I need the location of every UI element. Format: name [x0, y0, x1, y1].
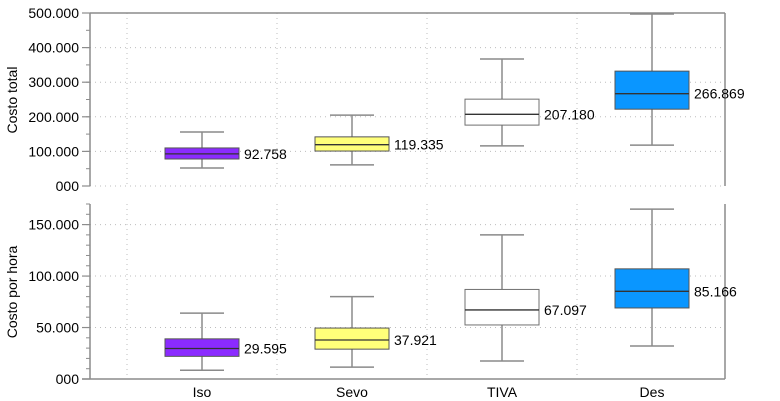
- median-label: 207.180: [544, 106, 595, 122]
- x-axis-labels: Iso Sevo TIVA Des: [193, 384, 665, 400]
- box-tiva: 67.097: [464, 234, 587, 362]
- box-sevo: 119.335: [314, 114, 444, 166]
- box-des: 85.166: [614, 208, 737, 347]
- y-tick-label: 200.000: [28, 109, 79, 125]
- box-iqr: [164, 338, 240, 357]
- box-des: 266.869: [614, 13, 745, 146]
- box-iqr: [314, 136, 390, 152]
- y-axis-title: Costo total: [4, 67, 20, 134]
- y-tick-label: 100.000: [28, 143, 79, 159]
- y-tick-label: 000: [56, 371, 80, 387]
- median-label: 29.595: [244, 341, 287, 357]
- y-tick-label: 300.000: [28, 74, 79, 90]
- median-label: 67.097: [544, 302, 587, 318]
- median-label: 85.166: [694, 283, 737, 299]
- median-label: 92.758: [244, 146, 287, 162]
- median-label: 119.335: [394, 137, 444, 153]
- y-tick-label: 150.000: [28, 217, 79, 233]
- median-label: 37.921: [394, 332, 437, 348]
- panel-costo-total: 000 100.000 200.000 300.000 400.000 500.000 Co…: [4, 5, 745, 194]
- box-iqr: [464, 98, 540, 126]
- y-tick-label: 100.000: [28, 268, 79, 284]
- x-category-label: Iso: [193, 384, 212, 400]
- y-tick-label: 000: [56, 178, 80, 194]
- panel-costo-por-hora: 000 50.000 100.000 150.000 Costo por hora 29.…: [4, 203, 737, 387]
- x-category-label: Sevo: [336, 384, 368, 400]
- box-iqr: [614, 268, 690, 309]
- box-sevo: 37.921: [314, 295, 437, 368]
- box-iqr: [614, 70, 690, 110]
- box-tiva: 207.180: [464, 58, 595, 147]
- median-label: 266.869: [694, 86, 745, 102]
- y-tick-label: 400.000: [28, 40, 79, 56]
- box-iqr: [464, 288, 540, 326]
- box-iqr: [314, 327, 390, 350]
- x-category-label: TIVA: [487, 384, 518, 400]
- box-iso: 92.758: [164, 131, 287, 169]
- y-axis-title: Costo por hora: [4, 245, 20, 338]
- y-tick-label: 50.000: [36, 320, 79, 336]
- x-category-label: Des: [640, 384, 665, 400]
- box-iso: 29.595: [164, 312, 287, 371]
- y-tick-label: 500.000: [28, 5, 79, 21]
